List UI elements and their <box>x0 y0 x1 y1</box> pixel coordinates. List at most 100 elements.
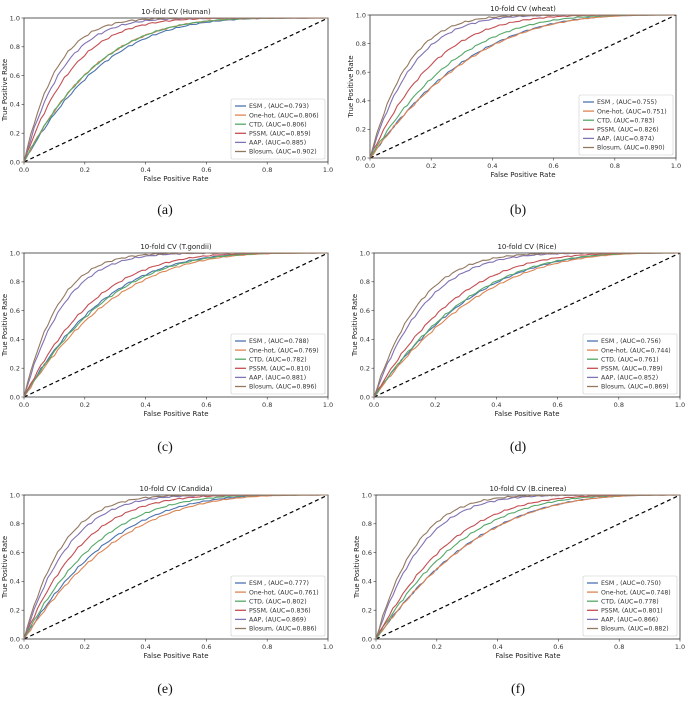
legend-box <box>582 333 678 395</box>
legend-entry: Blosum, (AUC=0.902) <box>249 149 317 156</box>
chance-diagonal <box>23 17 329 163</box>
y-tick-label: 1.0 <box>10 249 20 257</box>
chance-diagonal <box>23 494 329 640</box>
y-tick-label: 0.0 <box>356 154 366 162</box>
panel-title: 10-fold CV (Rice) <box>497 243 556 251</box>
legend-box <box>230 98 326 160</box>
x-tick-label: 0.8 <box>614 643 624 651</box>
chance-diagonal <box>373 252 681 398</box>
legend-entry: AAP, (AUC=0.852) <box>601 375 658 382</box>
x-tick-label: 0.0 <box>371 643 381 651</box>
y-tick-label: 0.2 <box>10 130 20 138</box>
legend-entry: ESM , (AUC=0.750) <box>601 580 661 587</box>
legend-entry: ESM , (AUC=0.777) <box>249 580 309 587</box>
panel-title: 10-fold CV (wheat) <box>490 5 556 13</box>
legend-entry: PSSM, (AUC=0.801) <box>601 608 663 615</box>
legend: ESM , (AUC=0.793) One-hot, (AUC=0.806) CTD… <box>230 98 326 160</box>
x-tick-label: 0.8 <box>262 166 272 174</box>
x-axis-label: False Positive Rate <box>143 410 208 418</box>
panel-title: 10-fold CV (Candida) <box>140 485 213 493</box>
x-tick-label: 0.6 <box>553 643 563 651</box>
x-tick-label: 0.0 <box>19 401 29 409</box>
legend-entry: AAP, (AUC=0.881) <box>249 375 306 382</box>
legend-entry: PSSM, (AUC=0.826) <box>597 127 659 134</box>
y-tick-label: 0.2 <box>356 126 366 134</box>
y-tick-label: 0.2 <box>10 365 20 373</box>
panel-caption: (f) <box>511 682 525 697</box>
x-tick-label: 0.8 <box>614 401 624 409</box>
x-tick-label: 0.2 <box>426 162 436 170</box>
y-tick-label: 1.0 <box>10 14 20 22</box>
x-tick-label: 0.4 <box>140 401 150 409</box>
x-tick-label: 0.0 <box>369 401 379 409</box>
chance-diagonal <box>369 14 677 159</box>
legend-entry: One-hot, (AUC=0.744) <box>601 347 671 354</box>
y-axis-label: True Positive Rate <box>1 536 9 599</box>
y-tick-label: 1.0 <box>356 11 366 19</box>
x-tick-label: 1.0 <box>323 643 333 651</box>
roc-panel-4: 10-fold CV (Rice) 0.0 0.2 0.4 0.6 0.8 1.0 0.0 0.… <box>351 243 685 455</box>
roc-panel-6: 10-fold CV (B.cinerea) 0.0 0.2 0.4 0.6 0.8 1.0… <box>353 485 685 697</box>
x-tick-label: 0.0 <box>365 162 375 170</box>
legend: ESM , (AUC=0.788) One-hot, (AUC=0.769) CTD… <box>230 333 326 395</box>
x-axis-label: False Positive Rate <box>495 652 560 660</box>
legend-entry: One-hot, (AUC=0.748) <box>601 589 671 596</box>
y-tick-label: 0.6 <box>362 549 372 557</box>
panel-caption: (e) <box>157 682 173 697</box>
y-tick-label: 0.2 <box>362 607 372 615</box>
x-tick-label: 0.8 <box>262 401 272 409</box>
x-tick-label: 1.0 <box>323 166 333 174</box>
y-tick-label: 0.6 <box>10 307 20 315</box>
x-tick-label: 1.0 <box>671 162 681 170</box>
y-axis-label: True Positive Rate <box>351 294 359 357</box>
chance-diagonal <box>23 252 329 398</box>
legend-entry: ESM , (AUC=0.756) <box>601 338 661 345</box>
roc-curve-blosum <box>369 14 676 159</box>
legend-box <box>230 575 326 637</box>
x-tick-label: 0.6 <box>548 162 558 170</box>
legend-entry: CTD, (AUC=0.782) <box>249 356 307 363</box>
y-tick-label: 0.8 <box>362 520 372 528</box>
x-tick-label: 0.6 <box>201 643 211 651</box>
legend-entry: AAP, (AUC=0.866) <box>601 617 658 624</box>
x-tick-label: 0.2 <box>80 401 90 409</box>
y-tick-label: 0.4 <box>10 101 20 109</box>
y-axis-label: True Positive Rate <box>347 55 355 118</box>
y-axis-label: True Positive Rate <box>1 59 9 122</box>
x-tick-label: 0.4 <box>492 643 502 651</box>
y-tick-label: 0.0 <box>10 393 20 401</box>
y-tick-label: 0.4 <box>360 336 370 344</box>
roc-curve-blosum <box>375 494 681 640</box>
panel-caption: (c) <box>157 440 173 455</box>
x-tick-label: 1.0 <box>675 643 685 651</box>
legend-box <box>578 94 674 156</box>
y-tick-label: 0.8 <box>10 520 20 528</box>
x-tick-label: 0.6 <box>201 401 211 409</box>
legend: ESM , (AUC=0.777) One-hot, (AUC=0.761) CTD… <box>230 575 326 637</box>
y-tick-label: 1.0 <box>10 491 20 499</box>
roc-curve-blosum <box>373 252 681 398</box>
legend-entry: Blosum, (AUC=0.886) <box>249 626 317 633</box>
roc-panel-5: 10-fold CV (Candida) 0.0 0.2 0.4 0.6 0.8 1.0 0.… <box>1 485 333 697</box>
x-tick-label: 1.0 <box>323 401 333 409</box>
y-tick-label: 0.6 <box>10 549 20 557</box>
y-tick-label: 0.0 <box>360 393 370 401</box>
x-tick-label: 0.6 <box>201 166 211 174</box>
legend: ESM , (AUC=0.755) One-hot, (AUC=0.751) CTD… <box>578 94 674 156</box>
roc-panel-1: 10-fold CV (Human) 0.0 0.2 0.4 0.6 0.8 1.0 0.0 0… <box>1 8 333 218</box>
legend-entry: PSSM, (AUC=0.789) <box>601 366 663 373</box>
legend-box <box>582 575 678 637</box>
legend: ESM , (AUC=0.750) One-hot, (AUC=0.748) CTD… <box>582 575 678 637</box>
legend-entry: PSSM, (AUC=0.836) <box>249 608 311 615</box>
roc-panel-3: 10-fold CV (T.gondii) 0.0 0.2 0.4 0.6 0.8 1.0 0… <box>1 243 333 455</box>
y-tick-label: 0.0 <box>362 635 372 643</box>
y-axis-label: True Positive Rate <box>353 536 361 599</box>
legend-box <box>230 333 326 395</box>
panel-caption: (a) <box>157 203 173 218</box>
legend-entry: One-hot, (AUC=0.806) <box>249 112 319 119</box>
legend-entry: ESM , (AUC=0.788) <box>249 338 309 345</box>
panel-title: 10-fold CV (Human) <box>141 8 211 16</box>
legend-entry: ESM , (AUC=0.755) <box>597 99 657 106</box>
x-tick-label: 0.2 <box>80 643 90 651</box>
